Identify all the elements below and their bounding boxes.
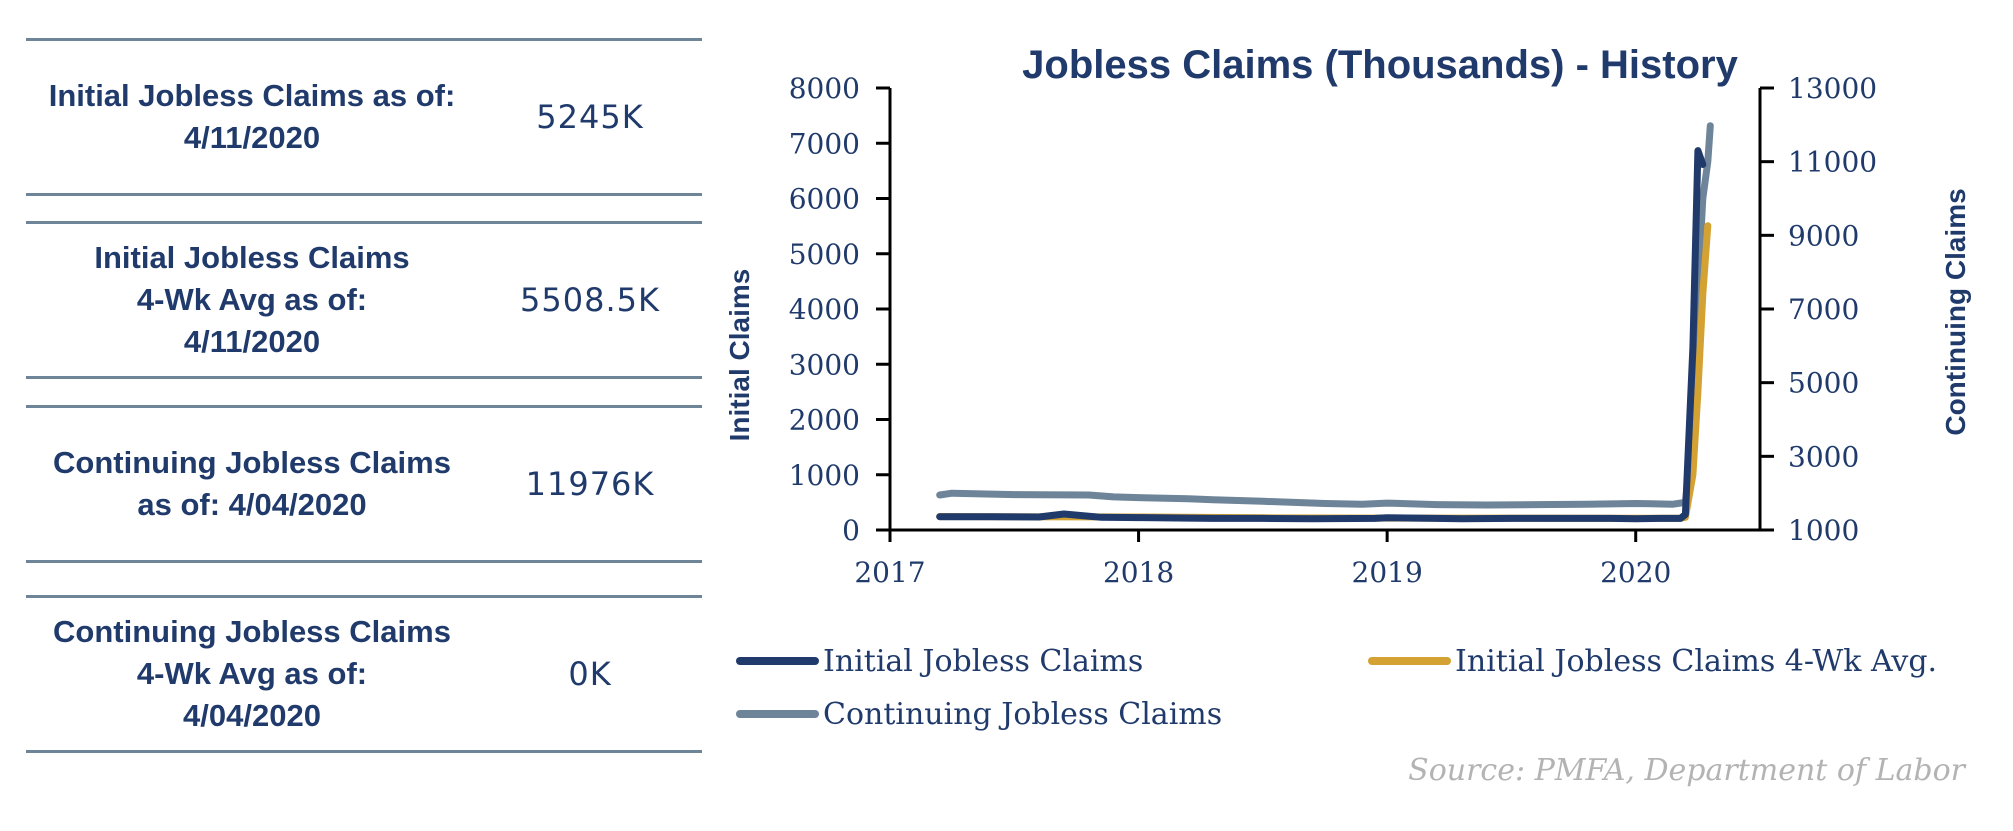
stat-label: Continuing Jobless Claims as of: 4/04/20… xyxy=(53,445,451,522)
y-tick-label-left: 4000 xyxy=(789,293,860,326)
stat-value: 5245K xyxy=(536,98,644,136)
stat-value: 11976K xyxy=(525,465,655,503)
chart-title: Jobless Claims (Thousands) - History xyxy=(1022,43,1738,87)
stat-label: Initial Jobless Claims as of: 4/11/2020 xyxy=(48,78,456,155)
legend-label-continuing-claims: Continuing Jobless Claims xyxy=(823,697,1222,732)
series-layer xyxy=(936,122,1714,523)
stat-initial-claims: Initial Jobless Claims as of: 4/11/2020 … xyxy=(26,38,702,196)
y-tick-label-right: 3000 xyxy=(1788,440,1859,473)
legend: Initial Jobless Claims Initial Jobless C… xyxy=(736,644,1937,732)
y-tick-label-left: 6000 xyxy=(789,183,860,216)
y-tick-label-right: 9000 xyxy=(1788,219,1859,252)
series-line-initial-claims-4wk xyxy=(936,222,1712,522)
source-note: Source: PMFA, Department of Labor xyxy=(1408,753,1967,788)
y-tick-label-right: 7000 xyxy=(1788,293,1859,326)
y-tick-label-left: 1000 xyxy=(789,459,860,492)
x-tick-label: 2019 xyxy=(1352,556,1423,589)
series-line-initial-claims xyxy=(936,147,1707,523)
y-tick-label-left: 0 xyxy=(842,514,860,547)
axes: 0 1000 2000 3000 4000 5000 6000 7000 8000 1000 300… xyxy=(789,72,1877,589)
x-tick-label: 2018 xyxy=(1103,556,1174,589)
stat-label: Continuing Jobless Claims 4-Wk Avg as of… xyxy=(53,614,451,733)
legend-label-initial-claims-4wk: Initial Jobless Claims 4-Wk Avg. xyxy=(1455,644,1937,679)
stat-label: Initial Jobless Claims 4-Wk Avg as of: 4… xyxy=(94,240,410,359)
jobless-claims-chart: Jobless Claims (Thousands) - History Ini… xyxy=(724,43,1971,788)
stat-continuing-claims-4wk: Continuing Jobless Claims 4-Wk Avg as of… xyxy=(26,595,702,753)
y-tick-label-left: 3000 xyxy=(789,348,860,381)
x-tick-label: 2020 xyxy=(1600,556,1671,589)
y-tick-label-left: 5000 xyxy=(789,238,860,271)
y-tick-label-left: 7000 xyxy=(789,127,860,160)
legend-label-initial-claims: Initial Jobless Claims xyxy=(823,644,1143,679)
y-tick-label-left: 2000 xyxy=(789,404,860,437)
y-axis-title-left: Initial Claims xyxy=(724,269,755,442)
y-tick-label-right: 1000 xyxy=(1788,514,1859,547)
y-tick-label-left: 8000 xyxy=(789,72,860,105)
y-tick-label-right: 11000 xyxy=(1788,146,1877,179)
stat-initial-claims-4wk: Initial Jobless Claims 4-Wk Avg as of: 4… xyxy=(26,221,702,379)
x-tick-label: 2017 xyxy=(854,556,925,589)
stat-value: 5508.5K xyxy=(520,281,660,319)
stat-value: 0K xyxy=(568,655,612,693)
y-tick-label-right: 5000 xyxy=(1788,367,1859,400)
stat-continuing-claims: Continuing Jobless Claims as of: 4/04/20… xyxy=(26,405,702,563)
y-tick-label-right: 13000 xyxy=(1788,72,1877,105)
y-axis-title-right: Continuing Claims xyxy=(1940,188,1971,435)
series-line-continuing-claims xyxy=(936,122,1714,509)
stats-table: Initial Jobless Claims as of: 4/11/2020 … xyxy=(26,38,702,753)
